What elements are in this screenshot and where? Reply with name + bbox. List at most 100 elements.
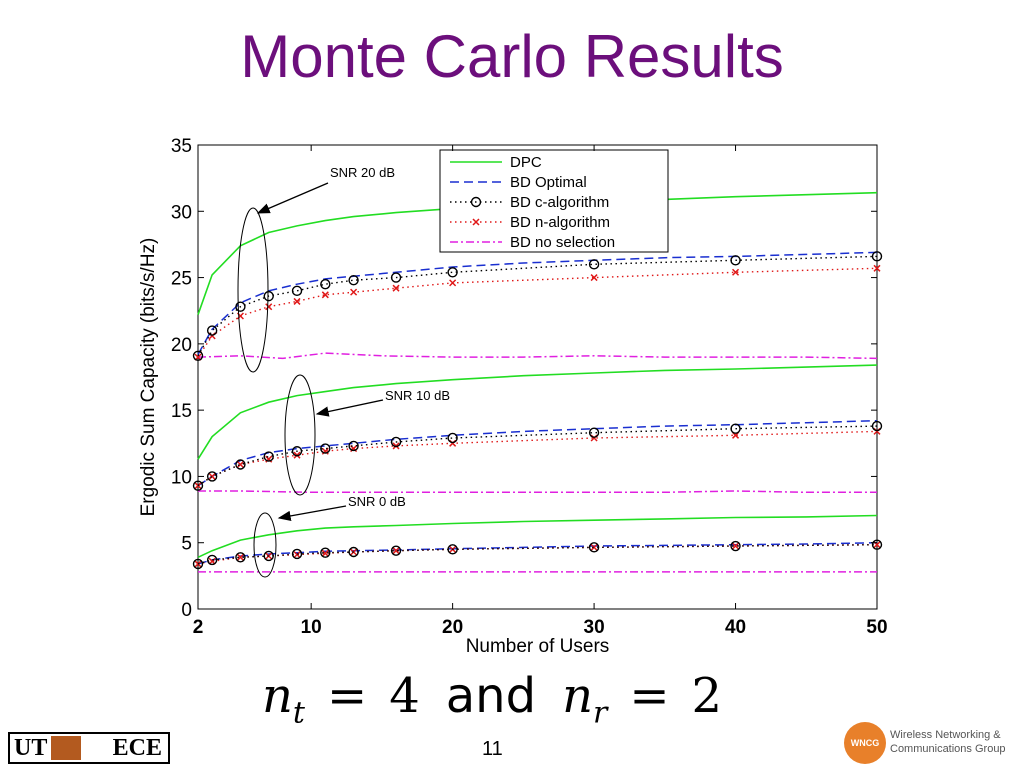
snr-label: SNR 10 dB xyxy=(385,388,450,403)
y-tick-label: 15 xyxy=(171,401,192,422)
bd-n-marker xyxy=(293,297,301,305)
bd-n-marker xyxy=(732,268,740,276)
series-dpc-line xyxy=(197,364,878,460)
bd-c-marker xyxy=(320,547,331,558)
series-bd-c-line xyxy=(197,544,878,565)
legend-label: BD n-algorithm xyxy=(510,214,610,231)
bd-c-marker xyxy=(291,548,303,560)
bd-n-marker xyxy=(350,288,358,296)
bd-c-marker xyxy=(206,325,218,336)
bd-c-marker xyxy=(588,259,600,270)
y-tick-label: 35 xyxy=(171,136,192,157)
x-tick-label: 30 xyxy=(584,617,605,638)
legend-label: BD Optimal xyxy=(510,174,587,191)
series-bd-none-line xyxy=(197,352,878,360)
y-tick-label: 20 xyxy=(171,335,192,356)
legend-marker-bd-c xyxy=(470,196,482,208)
x-axis-label: Number of Users xyxy=(466,636,610,657)
legend-label: BD c-algorithm xyxy=(510,194,609,211)
ut-ece-logo: UT ECE xyxy=(8,732,170,764)
bd-n-marker xyxy=(194,482,202,490)
series-bd-n-line xyxy=(197,430,878,487)
series-bd-optimal-line xyxy=(197,251,878,355)
wncg-line-2: Communications Group xyxy=(890,743,1006,755)
formula-equals: = xyxy=(629,668,670,724)
parameter-formula: nt = 4 and nr = 2 xyxy=(262,668,722,731)
snr-arrow xyxy=(256,182,329,214)
series-bd-optimal-line xyxy=(197,419,878,487)
bd-n-marker xyxy=(208,472,216,480)
bd-c-marker xyxy=(206,471,218,482)
bd-c-marker xyxy=(588,542,600,553)
bd-n-marker xyxy=(194,560,202,568)
axis-layer: 2 10 20 30 40 50 0 5 10 15 20 25 30 35 Number of Users… xyxy=(138,136,888,657)
formula-var-n: n xyxy=(262,668,293,724)
bd-c-marker xyxy=(348,275,359,286)
snr-ellipse xyxy=(253,512,277,578)
x-tick-label: 10 xyxy=(301,617,322,638)
bd-c-marker xyxy=(390,545,402,556)
formula-sub-r: r xyxy=(592,695,608,731)
formula-and: and xyxy=(445,668,537,724)
snr-ellipse xyxy=(284,374,316,496)
longhorn-icon xyxy=(51,736,82,760)
bd-c-marker xyxy=(730,540,741,552)
bd-c-marker xyxy=(263,290,274,302)
bd-n-marker xyxy=(392,547,400,555)
x-tick-label: 2 xyxy=(193,617,204,638)
y-tick-label: 25 xyxy=(171,269,192,290)
y-tick-label: 10 xyxy=(171,467,192,488)
ece-logo-text: ECE xyxy=(112,734,162,761)
bd-c-marker xyxy=(235,552,246,563)
bd-c-marker xyxy=(447,544,458,555)
series-layer xyxy=(192,191,883,573)
formula-sub-t: t xyxy=(292,695,305,731)
series-bd-none-line xyxy=(198,490,877,494)
bd-c-marker xyxy=(235,459,246,470)
bd-c-marker xyxy=(348,440,359,452)
bd-n-marker xyxy=(321,549,329,557)
bd-n-marker xyxy=(392,284,400,292)
bd-n-marker xyxy=(590,434,598,442)
bd-c-marker xyxy=(390,436,402,448)
bd-c-marker xyxy=(588,427,600,438)
formula-equals: = xyxy=(326,668,368,724)
bd-c-marker xyxy=(447,267,458,278)
bd-c-marker xyxy=(871,539,883,550)
bd-n-marker xyxy=(265,303,273,311)
bd-n-marker xyxy=(293,551,301,559)
bd-n-marker xyxy=(194,353,202,361)
legend-marker-bd-n xyxy=(472,218,480,226)
bd-c-marker xyxy=(871,251,883,262)
x-tick-label: 20 xyxy=(442,617,463,638)
bd-n-marker xyxy=(732,542,740,550)
ut-logo-text: UT xyxy=(14,734,48,761)
y-tick-label: 0 xyxy=(181,600,192,621)
bd-c-marker xyxy=(235,301,246,312)
wncg-logo: WNCG Wireless Networking & Communication… xyxy=(844,722,1022,766)
bd-n-marker xyxy=(208,557,216,565)
bd-c-marker xyxy=(730,423,741,434)
bd-n-marker xyxy=(321,291,329,299)
bd-c-marker xyxy=(320,443,331,454)
bd-c-marker xyxy=(263,550,274,562)
snr-ellipse xyxy=(237,207,269,373)
wncg-badge-icon: WNCG xyxy=(844,722,886,764)
bd-n-marker xyxy=(449,279,457,287)
series-dpc-line xyxy=(197,514,878,559)
bd-c-marker xyxy=(291,285,303,297)
formula-value-4: 4 xyxy=(389,668,420,724)
bd-n-marker xyxy=(873,264,881,272)
series-dpc-line xyxy=(197,191,878,315)
bd-c-marker xyxy=(390,272,402,283)
y-tick-label: 5 xyxy=(181,534,192,555)
slide-title: Monte Carlo Results xyxy=(240,23,784,90)
wncg-line-1: Wireless Networking & xyxy=(890,729,1001,741)
x-tick-label: 40 xyxy=(725,617,746,638)
bd-c-marker xyxy=(192,558,204,570)
legend-label: BD no selection xyxy=(510,234,615,251)
bd-n-marker xyxy=(236,460,244,469)
snr-arrow xyxy=(277,505,347,522)
bd-c-marker xyxy=(192,350,204,361)
bd-c-marker xyxy=(291,446,303,457)
